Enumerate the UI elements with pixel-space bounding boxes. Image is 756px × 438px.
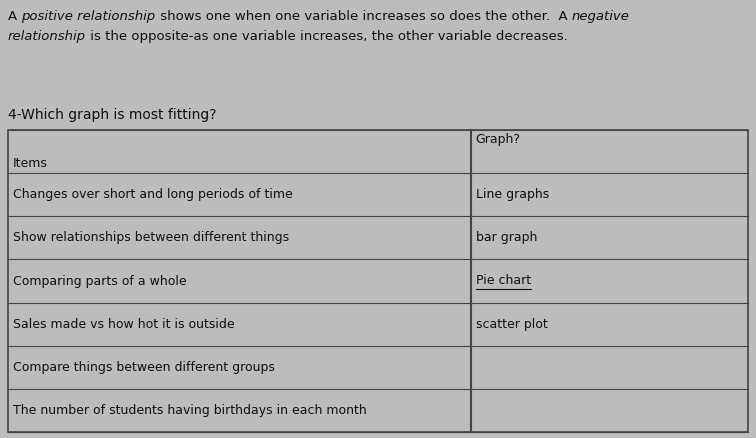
Text: Changes over short and long periods of time: Changes over short and long periods of t… xyxy=(13,188,293,201)
Text: negative: negative xyxy=(572,10,629,23)
Bar xyxy=(8,130,748,432)
Text: is the opposite-as one variable increases, the other variable decreases.: is the opposite-as one variable increase… xyxy=(86,30,568,43)
Text: Items: Items xyxy=(13,157,48,170)
Text: A: A xyxy=(8,10,21,23)
Text: Pie chart: Pie chart xyxy=(476,275,531,287)
Text: Graph?: Graph? xyxy=(476,133,520,146)
Text: relationship: relationship xyxy=(8,30,86,43)
Text: positive relationship: positive relationship xyxy=(21,10,156,23)
Text: The number of students having birthdays in each month: The number of students having birthdays … xyxy=(13,404,367,417)
Text: Compare things between different groups: Compare things between different groups xyxy=(13,361,275,374)
Text: Comparing parts of a whole: Comparing parts of a whole xyxy=(13,275,187,287)
Text: 4-Which graph is most fitting?: 4-Which graph is most fitting? xyxy=(8,108,216,122)
Text: Show relationships between different things: Show relationships between different thi… xyxy=(13,231,289,244)
Text: shows one when one variable increases so does the other.  A: shows one when one variable increases so… xyxy=(156,10,572,23)
Text: scatter plot: scatter plot xyxy=(476,318,547,331)
Text: bar graph: bar graph xyxy=(476,231,537,244)
Text: Sales made vs how hot it is outside: Sales made vs how hot it is outside xyxy=(13,318,234,331)
Text: Line graphs: Line graphs xyxy=(476,188,549,201)
